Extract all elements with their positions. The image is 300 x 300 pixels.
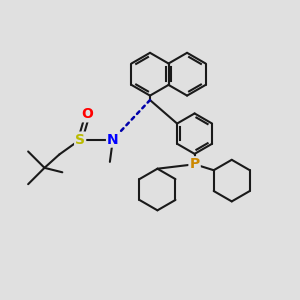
Text: P: P (190, 157, 200, 171)
Text: O: O (82, 107, 94, 121)
Text: N: N (107, 133, 119, 147)
Text: S: S (75, 133, 85, 147)
